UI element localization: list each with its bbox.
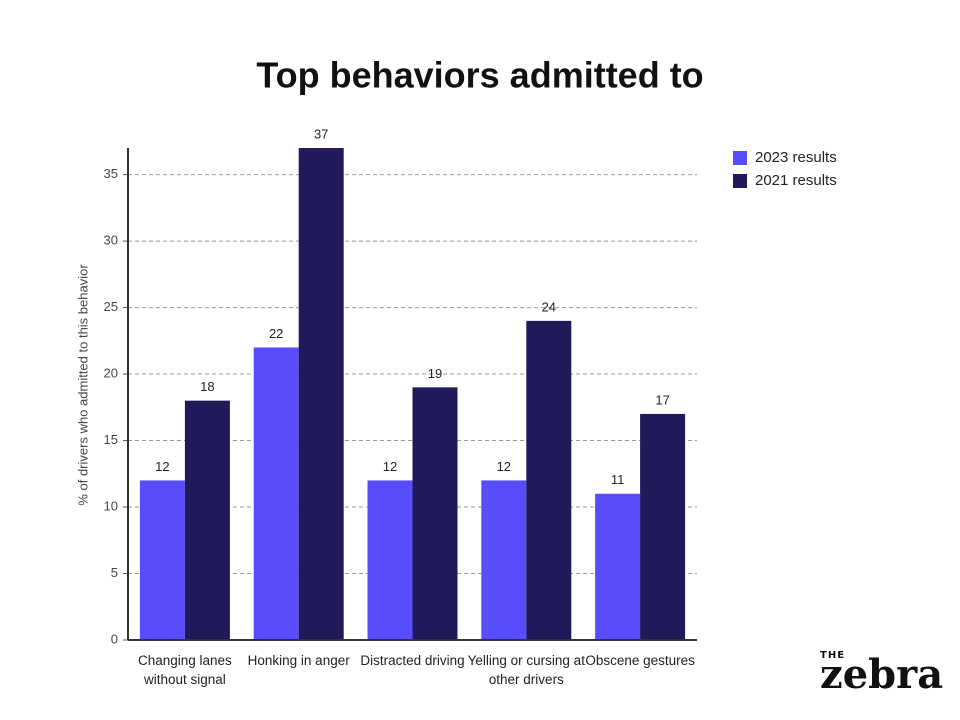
legend-label: 2023 results xyxy=(755,149,837,166)
y-tick-label: 20 xyxy=(104,365,118,380)
y-tick-label: 25 xyxy=(104,299,118,314)
value-label: 22 xyxy=(269,326,283,341)
x-tick-label: Changing lanes without signal xyxy=(137,653,232,687)
x-tick-label: Yelling or cursing at other drivers xyxy=(467,653,585,687)
x-tick-label: Honking in anger xyxy=(247,653,350,668)
x-tick-label: Distracted driving xyxy=(360,653,465,668)
value-label: 37 xyxy=(314,126,328,141)
x-tick-label: Obscene gestures xyxy=(585,653,695,668)
value-label: 17 xyxy=(655,392,669,407)
value-label: 19 xyxy=(428,366,442,381)
bar xyxy=(367,480,413,640)
logo: THE zebra xyxy=(820,650,944,698)
legend-label: 2021 results xyxy=(755,172,837,189)
y-axis-label: % of drivers who admitted to this behavi… xyxy=(75,264,90,506)
y-tick-label: 5 xyxy=(111,565,118,580)
bar xyxy=(253,347,299,640)
value-label: 24 xyxy=(542,299,556,314)
value-label: 11 xyxy=(611,472,625,487)
bar xyxy=(595,493,641,640)
y-tick-label: 15 xyxy=(104,432,118,447)
bar xyxy=(481,480,527,640)
value-label: 18 xyxy=(200,379,214,394)
logo-top: THE xyxy=(820,650,846,661)
chart-title: Top behaviors admitted to xyxy=(256,55,703,96)
bar xyxy=(139,480,185,640)
bar xyxy=(184,400,230,640)
bar xyxy=(412,387,458,640)
bar xyxy=(526,320,572,640)
logo-bottom: zebra xyxy=(820,651,944,698)
y-tick-label: 35 xyxy=(104,166,118,181)
y-tick-label: 30 xyxy=(104,233,118,248)
value-label: 12 xyxy=(383,459,397,474)
legend-swatch xyxy=(733,151,747,165)
y-tick-label: 0 xyxy=(111,631,118,646)
y-tick-label: 10 xyxy=(104,498,118,513)
value-label: 12 xyxy=(497,459,511,474)
bar xyxy=(298,148,344,640)
bar xyxy=(640,413,686,640)
value-label: 12 xyxy=(155,459,169,474)
legend-swatch xyxy=(733,174,747,188)
